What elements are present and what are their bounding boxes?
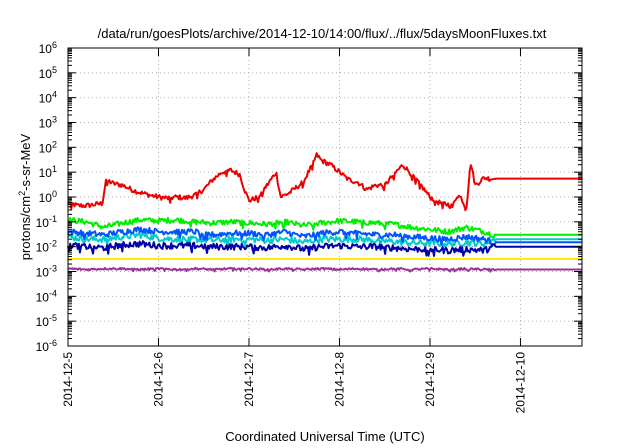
x-tick-labels: 2014-12-5 2014-12-6 2014-12-7 2014-12-8 2014… <box>61 352 527 414</box>
y-axis-label: protons/cm2-s-sr-MeV <box>17 133 33 260</box>
y-axis-label-prefix: protons/cm <box>18 196 33 260</box>
y-tick-label: 10-4 <box>36 288 57 304</box>
series-line-5 <box>67 240 582 257</box>
y-tick-label: 105 <box>39 65 57 81</box>
y-tick-label: 101 <box>39 164 57 180</box>
series-line-1 <box>67 152 582 212</box>
x-axis-label: Coordinated Universal Time (UTC) <box>225 429 424 444</box>
series-group <box>67 152 582 273</box>
y-tick-label: 103 <box>39 115 57 131</box>
y-tick-label: 104 <box>39 90 57 106</box>
x-tick-label: 2014-12-7 <box>242 352 256 407</box>
y-tick-label: 10-5 <box>36 313 57 329</box>
x-tick-label: 2014-12-9 <box>423 352 437 407</box>
y-axis-label-sup: 2 <box>17 191 27 196</box>
axis-ticks <box>67 47 582 347</box>
x-tick-label: 2014-12-8 <box>332 352 346 407</box>
series-line-4 <box>67 226 582 246</box>
y-tick-label: 106 <box>39 40 57 56</box>
y-tick-label: 100 <box>39 189 57 205</box>
series-line-2 <box>67 216 582 239</box>
y-axis-label-suffix: -s-sr-MeV <box>18 133 33 190</box>
x-tick-label: 2014-12-6 <box>151 352 165 407</box>
chart-title: /data/run/goesPlots/archive/2014-12-10/1… <box>98 26 547 41</box>
y-tick-label: 10-6 <box>36 338 57 354</box>
grid-lines <box>68 48 582 346</box>
y-tick-label: 10-3 <box>36 264 57 280</box>
x-tick-label: 2014-12-5 <box>61 352 75 407</box>
series-line-3 <box>67 231 582 249</box>
x-tick-label: 2014-12-10 <box>513 352 527 414</box>
y-tick-label: 102 <box>39 139 57 155</box>
y-tick-label: 10-2 <box>36 239 57 255</box>
y-tick-label: 10-1 <box>36 214 57 230</box>
series-line-7 <box>67 266 582 273</box>
y-tick-labels: 10-6 10-5 10-4 10-3 10-2 10-1 100 101 102 103 104 1… <box>36 40 57 354</box>
